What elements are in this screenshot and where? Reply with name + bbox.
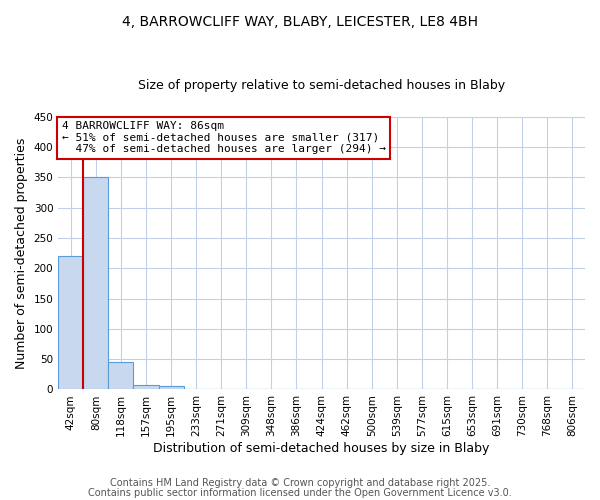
Text: Contains HM Land Registry data © Crown copyright and database right 2025.: Contains HM Land Registry data © Crown c… bbox=[110, 478, 490, 488]
Bar bbox=[58, 256, 83, 390]
X-axis label: Distribution of semi-detached houses by size in Blaby: Distribution of semi-detached houses by … bbox=[154, 442, 490, 455]
Text: 4, BARROWCLIFF WAY, BLABY, LEICESTER, LE8 4BH: 4, BARROWCLIFF WAY, BLABY, LEICESTER, LE… bbox=[122, 15, 478, 29]
Text: 4 BARROWCLIFF WAY: 86sqm
← 51% of semi-detached houses are smaller (317)
  47% o: 4 BARROWCLIFF WAY: 86sqm ← 51% of semi-d… bbox=[62, 121, 386, 154]
Title: Size of property relative to semi-detached houses in Blaby: Size of property relative to semi-detach… bbox=[138, 79, 505, 92]
Bar bbox=[133, 384, 158, 390]
Bar bbox=[83, 178, 109, 390]
Bar bbox=[259, 389, 284, 390]
Bar bbox=[109, 362, 133, 390]
Bar bbox=[158, 386, 184, 390]
Y-axis label: Number of semi-detached properties: Number of semi-detached properties bbox=[15, 138, 28, 369]
Text: Contains public sector information licensed under the Open Government Licence v3: Contains public sector information licen… bbox=[88, 488, 512, 498]
